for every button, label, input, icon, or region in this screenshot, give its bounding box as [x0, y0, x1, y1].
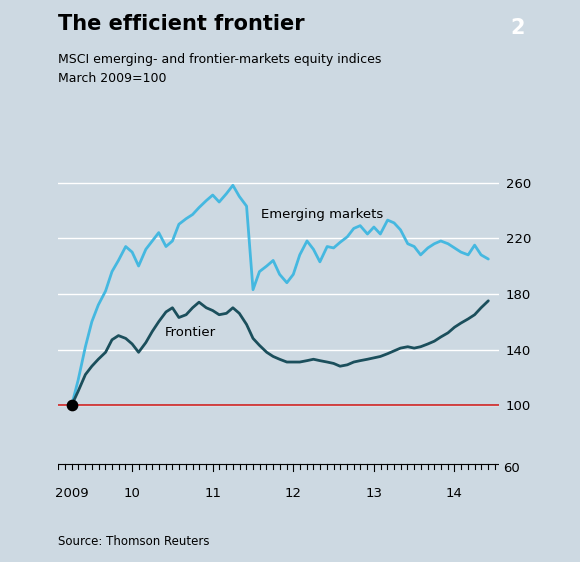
Text: Emerging markets: Emerging markets: [261, 208, 383, 221]
Text: 14: 14: [446, 487, 463, 500]
Text: 10: 10: [124, 487, 140, 500]
Text: 60: 60: [503, 461, 520, 475]
Text: March 2009=100: March 2009=100: [58, 72, 166, 85]
Text: MSCI emerging- and frontier-markets equity indices: MSCI emerging- and frontier-markets equi…: [58, 53, 382, 66]
Text: 12: 12: [285, 487, 302, 500]
Text: 11: 11: [204, 487, 221, 500]
Point: [67, 401, 77, 410]
Text: 13: 13: [365, 487, 382, 500]
Text: The efficient frontier: The efficient frontier: [58, 14, 304, 34]
Text: 2009: 2009: [55, 487, 89, 500]
Text: Source: Thomson Reuters: Source: Thomson Reuters: [58, 535, 209, 548]
Text: Frontier: Frontier: [164, 327, 216, 339]
Text: 2: 2: [510, 19, 525, 38]
